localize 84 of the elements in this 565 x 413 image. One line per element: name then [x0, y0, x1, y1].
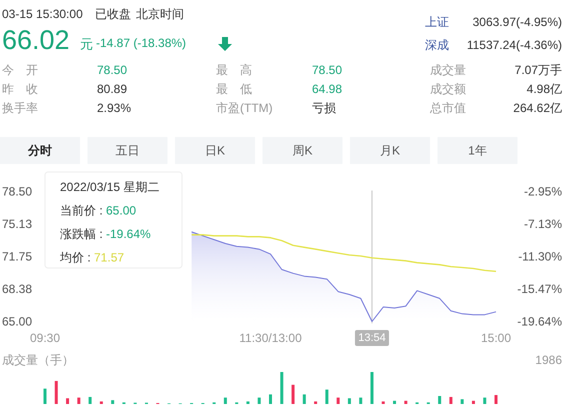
x-tick-label: 13:54: [358, 332, 386, 344]
text: 成交额: [430, 82, 466, 96]
bar: [258, 398, 261, 404]
text: 1年: [468, 144, 487, 158]
x-tick-label: 15:00: [480, 331, 512, 345]
bar: [66, 398, 70, 404]
text: 上证: [425, 15, 449, 29]
y2-tick-label: -15.47%: [517, 282, 562, 296]
bar: [325, 390, 328, 404]
annotation: 2022/03/15 星期二: [60, 180, 160, 194]
annotation: 均价 : 71.57: [59, 250, 124, 264]
bar: [472, 400, 475, 404]
bar: [438, 396, 442, 404]
bar: [314, 401, 318, 404]
text: 11537.24(-4.36%): [466, 38, 562, 52]
bar: [77, 398, 80, 404]
bar: [100, 401, 103, 404]
text: 换手率: [2, 101, 38, 115]
text: 昨 收: [2, 82, 38, 96]
bar: [404, 400, 408, 404]
y2-tick-label: -19.64%: [517, 314, 562, 328]
text: 日K: [204, 144, 226, 158]
bar: [44, 388, 46, 404]
text: 66.02: [2, 25, 70, 55]
bar: [111, 400, 114, 404]
text: 今 开: [2, 63, 38, 77]
text: 总市值: [429, 101, 466, 115]
line-series: [190, 234, 497, 272]
bar: [483, 398, 486, 404]
bar: [246, 401, 250, 404]
text: 03-15 15:30:00: [2, 7, 84, 21]
text: 周K: [292, 144, 313, 158]
text: 最 低: [216, 82, 252, 96]
bar: [54, 380, 58, 404]
text: 分时: [27, 144, 52, 158]
text: 成交量: [430, 63, 466, 77]
text: 深成: [425, 38, 449, 52]
y-tick-label: 78.50: [2, 184, 32, 198]
bar: [460, 399, 464, 404]
bar: [370, 372, 374, 404]
y2-tick-label: -11.30%: [518, 249, 562, 264]
y-axis-title: 成交量（手）: [2, 353, 74, 367]
y2-tick-label: -2.95%: [524, 184, 562, 198]
text: 7.07万手: [514, 63, 562, 77]
bar: [88, 396, 92, 404]
y2-tick-label: -7.13%: [524, 217, 562, 231]
text: 3063.97(-4.95%): [472, 15, 562, 29]
text: 北京时间: [136, 7, 184, 21]
text: 五日: [116, 144, 140, 158]
text: 2.93%: [97, 101, 132, 115]
bar: [280, 372, 284, 404]
bar: [348, 398, 351, 404]
bar: [302, 394, 306, 404]
y-tick-label: 68.38: [2, 282, 32, 296]
text: 已收盘: [95, 7, 131, 21]
bar: [393, 400, 396, 404]
bar: [382, 401, 385, 404]
text: 最 高: [216, 63, 252, 77]
text: -14.87 (-18.38%): [96, 36, 186, 50]
text: 64.98: [312, 82, 342, 96]
annotation: 当前价 : 65.00: [60, 204, 136, 218]
y-tick-label: 65.00: [2, 314, 32, 328]
text: 4.98亿: [526, 82, 562, 96]
bar: [224, 398, 227, 404]
bar: [336, 398, 340, 404]
text: 元: [80, 36, 93, 52]
text: 市盈(TTM): [216, 101, 273, 115]
bar: [494, 395, 498, 404]
text: 78.50: [312, 63, 342, 77]
y-tick-label: 71.75: [2, 249, 32, 264]
text: 78.50: [97, 63, 128, 77]
bar: [269, 394, 272, 404]
bar: [449, 396, 452, 404]
bar: [292, 384, 295, 404]
text: 月K: [380, 144, 400, 158]
annotation: 涨跌幅 : -19.64%: [60, 227, 152, 241]
y-tick-label: 75.13: [2, 216, 32, 231]
x-tick-label: 09:30: [30, 331, 60, 345]
text: 264.62亿: [513, 101, 562, 115]
bar: [359, 398, 362, 404]
text: 80.89: [97, 82, 128, 96]
text: 1986: [535, 353, 562, 367]
text: 亏损: [312, 101, 336, 115]
x-tick-label: 11:30/13:00: [239, 331, 302, 345]
